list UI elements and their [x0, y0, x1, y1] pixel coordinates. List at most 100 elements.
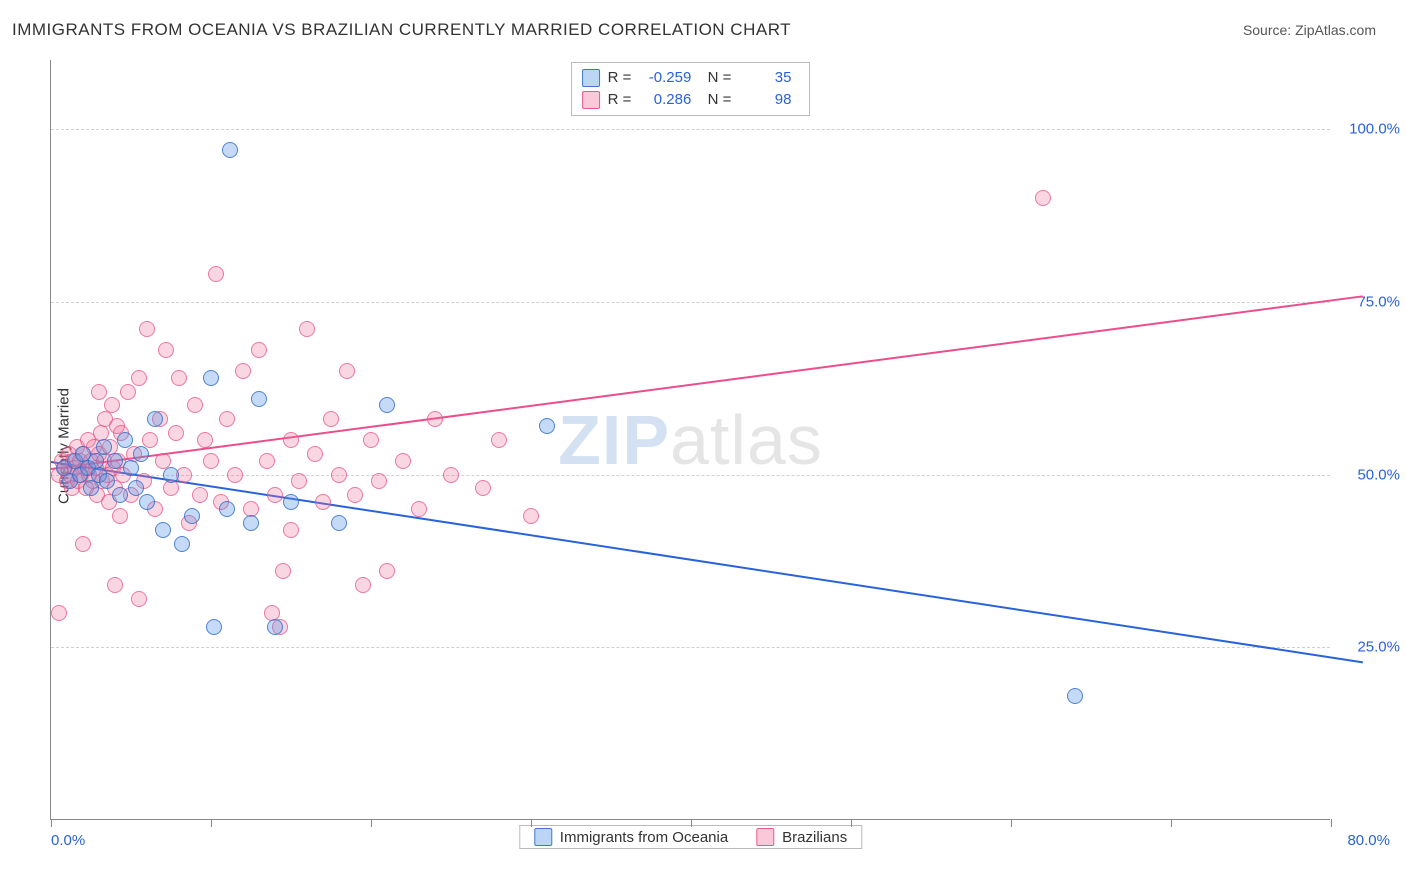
- y-tick-label: 100.0%: [1349, 121, 1400, 138]
- source-prefix: Source:: [1243, 22, 1295, 38]
- data-point: [147, 411, 163, 427]
- data-point: [475, 480, 491, 496]
- data-point: [219, 411, 235, 427]
- x-tick: [371, 819, 372, 827]
- data-point: [128, 480, 144, 496]
- legend-item-brazilians: Brazilians: [756, 828, 847, 846]
- data-point: [331, 515, 347, 531]
- stat-r-value-1: 0.286: [639, 89, 691, 111]
- x-tick: [1011, 819, 1012, 827]
- y-tick-label: 25.0%: [1357, 639, 1400, 656]
- source-link[interactable]: ZipAtlas.com: [1295, 22, 1376, 38]
- data-point: [206, 619, 222, 635]
- data-point: [251, 342, 267, 358]
- data-point: [1067, 688, 1083, 704]
- x-tick: [531, 819, 532, 827]
- trend-line: [51, 295, 1363, 470]
- data-point: [235, 363, 251, 379]
- x-axis-max-label: 80.0%: [1347, 832, 1390, 849]
- data-point: [107, 453, 123, 469]
- data-point: [51, 605, 67, 621]
- data-point: [315, 494, 331, 510]
- data-point: [331, 467, 347, 483]
- chart-container: IMMIGRANTS FROM OCEANIA VS BRAZILIAN CUR…: [0, 0, 1406, 892]
- data-point: [174, 536, 190, 552]
- data-point: [283, 494, 299, 510]
- data-point: [91, 384, 107, 400]
- data-point: [142, 432, 158, 448]
- swatch-pink-icon: [756, 828, 774, 846]
- data-point: [379, 397, 395, 413]
- data-point: [227, 467, 243, 483]
- data-point: [83, 480, 99, 496]
- legend-label-0: Immigrants from Oceania: [560, 829, 728, 846]
- data-point: [184, 508, 200, 524]
- data-point: [168, 425, 184, 441]
- swatch-pink-icon: [582, 91, 600, 109]
- data-point: [208, 266, 224, 282]
- data-point: [1035, 190, 1051, 206]
- x-tick: [51, 819, 52, 827]
- data-point: [131, 591, 147, 607]
- data-point: [163, 480, 179, 496]
- data-point: [171, 370, 187, 386]
- data-point: [427, 411, 443, 427]
- data-point: [192, 487, 208, 503]
- data-point: [299, 321, 315, 337]
- data-point: [379, 563, 395, 579]
- data-point: [117, 432, 133, 448]
- gridline-h: [51, 302, 1330, 303]
- stats-row-brazilians: R = 0.286 N = 98: [582, 89, 792, 111]
- data-point: [395, 453, 411, 469]
- watermark: ZIPatlas: [558, 400, 823, 480]
- data-point: [203, 453, 219, 469]
- stats-row-oceania: R = -0.259 N = 35: [582, 67, 792, 89]
- data-point: [222, 142, 238, 158]
- stat-r-value-0: -0.259: [639, 67, 691, 89]
- data-point: [523, 508, 539, 524]
- x-tick: [691, 819, 692, 827]
- data-point: [158, 342, 174, 358]
- data-point: [259, 453, 275, 469]
- stat-r-label: R =: [608, 89, 632, 111]
- data-point: [291, 473, 307, 489]
- data-point: [139, 321, 155, 337]
- gridline-h: [51, 129, 1330, 130]
- data-point: [123, 460, 139, 476]
- data-point: [443, 467, 459, 483]
- data-point: [219, 501, 235, 517]
- data-point: [251, 391, 267, 407]
- data-point: [339, 363, 355, 379]
- data-point: [120, 384, 136, 400]
- swatch-blue-icon: [582, 69, 600, 87]
- data-point: [323, 411, 339, 427]
- stat-n-label: N =: [699, 67, 731, 89]
- data-point: [355, 577, 371, 593]
- y-tick-label: 75.0%: [1357, 293, 1400, 310]
- data-point: [187, 397, 203, 413]
- chart-title: IMMIGRANTS FROM OCEANIA VS BRAZILIAN CUR…: [12, 20, 791, 40]
- data-point: [197, 432, 213, 448]
- data-point: [411, 501, 427, 517]
- data-point: [131, 370, 147, 386]
- legend-label-1: Brazilians: [782, 829, 847, 846]
- data-point: [112, 508, 128, 524]
- legend: Immigrants from Oceania Brazilians: [519, 825, 862, 849]
- data-point: [347, 487, 363, 503]
- data-point: [99, 473, 115, 489]
- data-point: [307, 446, 323, 462]
- data-point: [275, 563, 291, 579]
- data-point: [363, 432, 379, 448]
- data-point: [283, 432, 299, 448]
- data-point: [267, 487, 283, 503]
- legend-item-oceania: Immigrants from Oceania: [534, 828, 728, 846]
- x-tick: [1171, 819, 1172, 827]
- stats-box: R = -0.259 N = 35 R = 0.286 N = 98: [571, 62, 811, 116]
- data-point: [491, 432, 507, 448]
- stat-n-label: N =: [699, 89, 731, 111]
- stat-r-label: R =: [608, 67, 632, 89]
- data-point: [104, 397, 120, 413]
- data-point: [107, 577, 123, 593]
- data-point: [139, 494, 155, 510]
- plot-area: ZIPatlas R = -0.259 N = 35 R = 0.286 N =…: [50, 60, 1330, 820]
